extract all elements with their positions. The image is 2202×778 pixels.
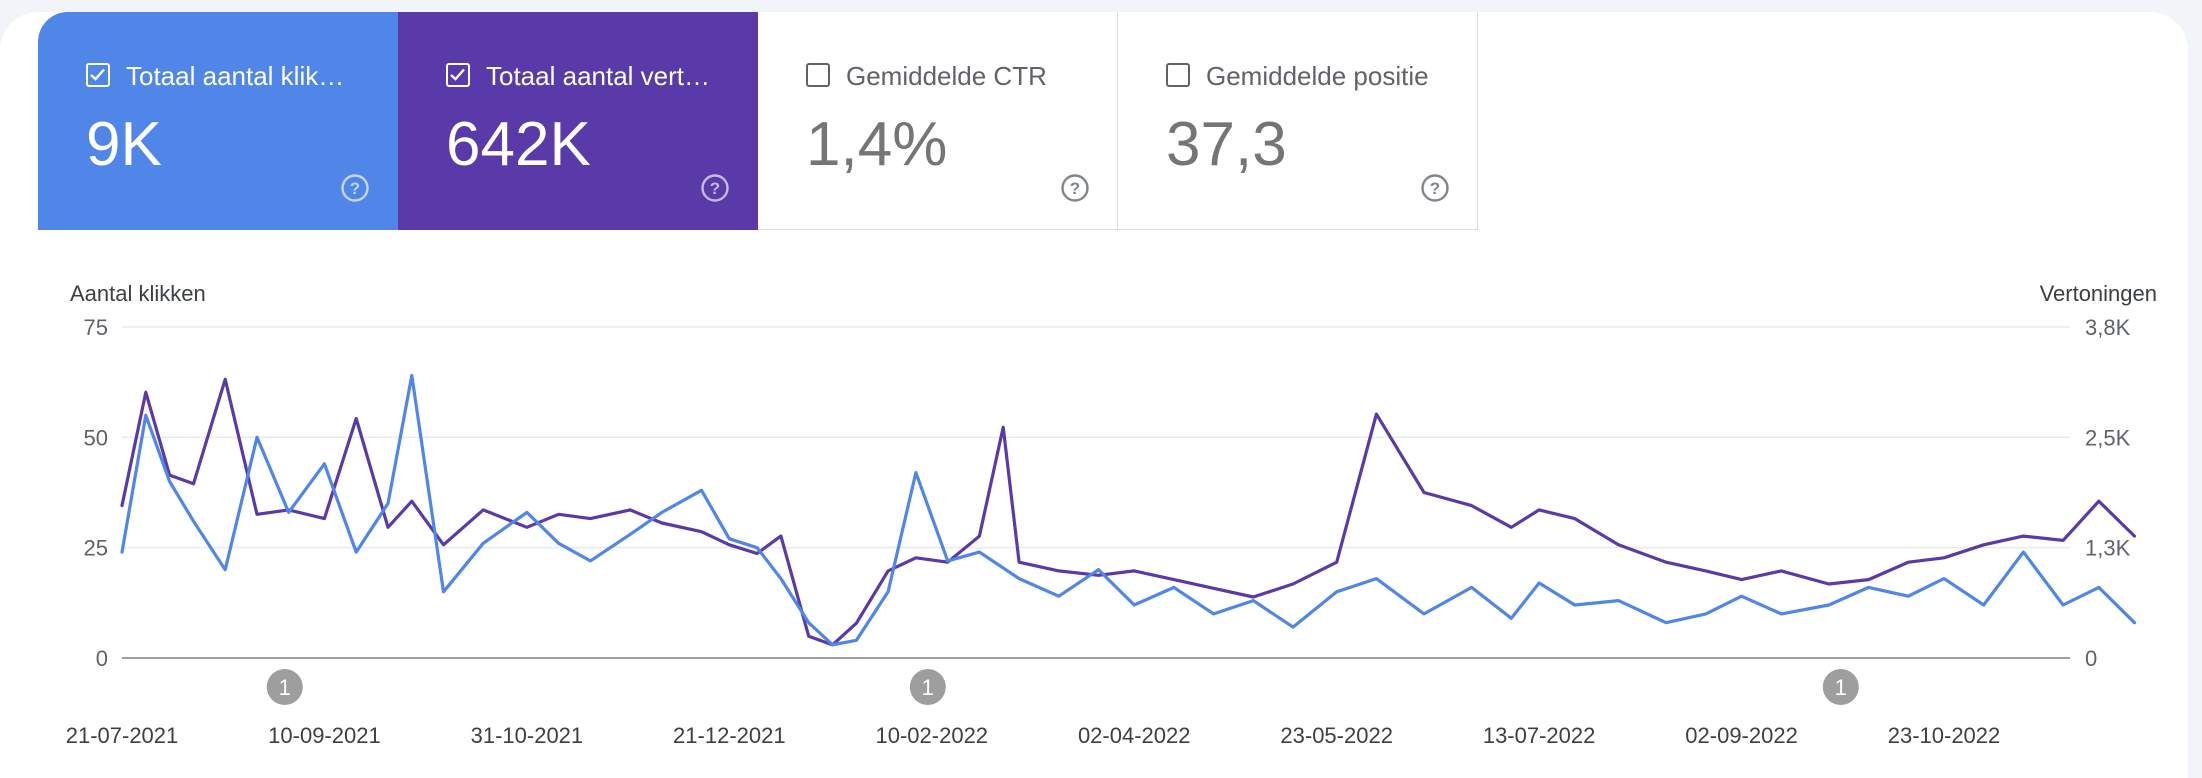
x-tick-label: 02-09-2022 (1685, 723, 1798, 748)
annotation-marker (266, 669, 303, 705)
x-tick-label: 23-05-2022 (1280, 723, 1393, 748)
annotation-label: 1 (922, 675, 934, 700)
y-right-tick-label: 2,5K (2085, 425, 2131, 450)
gridlines (122, 326, 2070, 659)
metric-value: 1,4% (806, 110, 948, 179)
metric-tiles: Totaal aantal klik… 9K ? Totaal aantal v… (38, 12, 1478, 230)
svg-text:?: ? (1070, 179, 1080, 198)
axis-ticks: 0 0 25 1,3K 50 2,5K 75 3,8K 21-07-2021 10-09-2021… (66, 315, 2131, 748)
svg-text:?: ? (350, 179, 360, 198)
x-tick-label: 23-10-2022 (1888, 723, 2001, 748)
checkbox-checked-icon[interactable] (446, 63, 470, 87)
metric-label: Totaal aantal klik… (126, 61, 345, 91)
help-circle-icon[interactable]: ? (1060, 173, 1090, 203)
metric-average-position[interactable]: Gemiddelde positie 37,3 ? (1118, 12, 1478, 230)
x-tick-label: 10-09-2021 (268, 723, 381, 748)
x-tick-label: 21-07-2021 (66, 723, 179, 748)
metric-value: 9K (86, 110, 162, 179)
y-right-axis-title: Vertoningen (2040, 281, 2157, 306)
annotation-label: 1 (279, 675, 291, 700)
y-left-tick-label: 75 (84, 315, 108, 340)
impressions-series-line (120, 377, 2137, 647)
annotation-marker (909, 669, 946, 705)
clicks-series-line (120, 373, 2137, 647)
y-right-tick-label: 1,3K (2085, 536, 2131, 561)
x-tick-label: 10-02-2022 (876, 723, 989, 748)
metric-label: Gemiddelde positie (1206, 61, 1429, 91)
y-left-tick-label: 0 (96, 646, 108, 671)
annotation-marker (1822, 669, 1859, 705)
metric-value: 642K (446, 110, 591, 179)
help-circle-icon[interactable]: ? (340, 173, 370, 203)
y-right-tick-label: 0 (2085, 646, 2097, 671)
metric-label: Totaal aantal vert… (486, 61, 711, 91)
x-tick-label: 13-07-2022 (1483, 723, 1596, 748)
svg-text:?: ? (710, 179, 720, 198)
checkbox-unchecked-icon[interactable] (806, 63, 830, 87)
y-right-tick-label: 3,8K (2085, 315, 2131, 340)
checkbox-checked-icon[interactable] (86, 63, 110, 87)
metric-value: 37,3 (1166, 110, 1287, 179)
y-left-tick-label: 50 (84, 425, 108, 450)
metric-total-clicks[interactable]: Totaal aantal klik… 9K ? (38, 12, 398, 230)
checkbox-unchecked-icon[interactable] (1166, 63, 1190, 87)
x-tick-label: 02-04-2022 (1078, 723, 1191, 748)
help-circle-icon[interactable]: ? (700, 173, 730, 203)
x-tick-label: 31-10-2021 (471, 723, 584, 748)
annotations: 1 1 1 (266, 669, 1859, 705)
y-left-axis-title: Aantal klikken (70, 281, 206, 306)
series-lines (120, 373, 2137, 647)
metric-label: Gemiddelde CTR (846, 61, 1047, 91)
metric-average-ctr[interactable]: Gemiddelde CTR 1,4% ? (758, 12, 1118, 230)
help-circle-icon[interactable]: ? (1420, 173, 1450, 203)
metric-total-impressions[interactable]: Totaal aantal vert… 642K ? (398, 12, 758, 230)
svg-text:?: ? (1430, 179, 1440, 198)
x-tick-label: 21-12-2021 (673, 723, 786, 748)
y-left-tick-label: 25 (84, 536, 108, 561)
annotation-label: 1 (1835, 675, 1847, 700)
